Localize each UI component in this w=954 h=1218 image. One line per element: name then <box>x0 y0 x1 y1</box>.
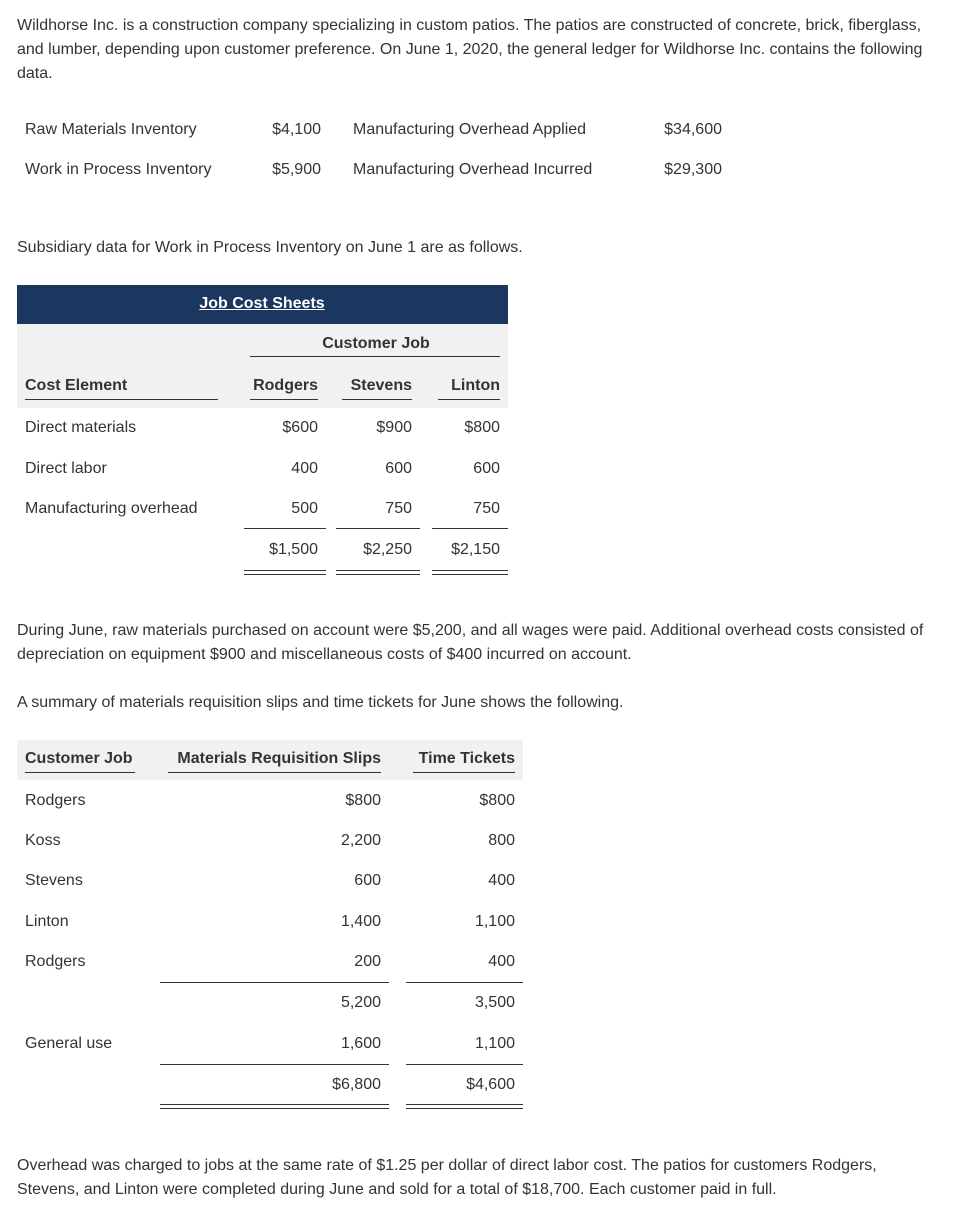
ledger-account: Manufacturing Overhead Incurred <box>353 161 593 178</box>
cell-value: 400 <box>488 872 515 890</box>
ledger-amount: $34,600 <box>664 121 722 138</box>
column-header: Time Tickets <box>418 750 515 767</box>
total-value: $1,500 <box>269 541 318 558</box>
ledger-amount: $29,300 <box>664 161 722 178</box>
cell-label: Direct labor <box>25 459 107 477</box>
summary-intro: A summary of materials requisition slips… <box>17 694 624 711</box>
cell-value: $800 <box>464 419 500 436</box>
cell-value: 400 <box>291 459 318 477</box>
total-value: $2,250 <box>363 541 412 558</box>
ledger-amount: $5,900 <box>272 161 321 178</box>
cell-value: 500 <box>291 500 318 517</box>
june-text: During June, raw materials purchased on … <box>17 622 924 663</box>
header-underline <box>168 772 381 773</box>
cell-label: Linton <box>25 912 69 930</box>
subtotal-rule <box>160 1064 389 1065</box>
header-underline <box>25 399 218 400</box>
header-underline <box>342 399 412 400</box>
subtotal-rule <box>336 528 420 529</box>
job-cost-header-bg <box>17 324 508 408</box>
subtotal-rule <box>406 1064 523 1065</box>
cell-value: 600 <box>473 459 500 477</box>
cell-value: 600 <box>385 459 412 477</box>
subtotal-value: 3,500 <box>474 994 515 1011</box>
summary-header-bg <box>17 740 523 780</box>
total-value: $6,800 <box>332 1076 381 1093</box>
group-header: Customer Job <box>322 335 430 352</box>
ledger-amount: $4,100 <box>272 121 321 138</box>
total-value: $4,600 <box>466 1076 515 1093</box>
intro-text: Wildhorse Inc. is a construction company… <box>17 17 923 82</box>
ledger-account: Manufacturing Overhead Applied <box>353 121 587 138</box>
cell-value: 1,100 <box>474 1035 515 1052</box>
header-underline <box>438 399 500 400</box>
ledger-account: Work in Process Inventory <box>25 161 212 178</box>
subsidiary-intro: Subsidiary data for Work in Process Inve… <box>17 239 523 256</box>
total-rule <box>336 570 420 575</box>
total-rule <box>406 1104 523 1109</box>
subtotal-rule <box>406 982 523 983</box>
cell-value: 600 <box>354 872 381 890</box>
cell-label: Stevens <box>25 872 83 890</box>
cell-value: 750 <box>385 500 412 517</box>
cell-label: Rodgers <box>25 952 86 970</box>
job-cost-header-bar <box>17 285 508 324</box>
cell-label: Koss <box>25 832 61 850</box>
total-value: $2,150 <box>451 541 500 558</box>
cell-value: $800 <box>479 792 515 809</box>
subtotal-value: 5,200 <box>340 994 381 1011</box>
column-header: Materials Requisition Slips <box>177 750 381 767</box>
column-header: Customer Job <box>25 750 133 767</box>
ledger-account: Raw Materials Inventory <box>25 121 197 138</box>
header-underline <box>25 772 135 773</box>
subtotal-rule <box>432 528 508 529</box>
cell-value: 400 <box>488 952 515 970</box>
column-header: Cost Element <box>25 377 128 394</box>
cell-value: 200 <box>354 952 381 970</box>
closing-text: Overhead was charged to jobs at the same… <box>17 1157 877 1198</box>
cell-value: $600 <box>282 419 318 436</box>
cell-value: 1,400 <box>340 912 381 930</box>
column-header: Rodgers <box>253 377 318 394</box>
group-underline <box>250 356 500 357</box>
cell-label: Direct materials <box>25 419 137 436</box>
table-title: Job Cost Sheets <box>199 295 325 312</box>
cell-label: General use <box>25 1035 113 1052</box>
cell-value: 1,100 <box>474 912 515 930</box>
cell-value: 2,200 <box>340 832 381 850</box>
header-underline <box>413 772 515 773</box>
cell-value: $900 <box>376 419 412 436</box>
cell-value: 800 <box>488 832 515 850</box>
subtotal-rule <box>160 982 389 983</box>
column-header: Stevens <box>350 377 412 394</box>
total-rule <box>432 570 508 575</box>
cell-value: 1,600 <box>340 1035 381 1052</box>
subtotal-rule <box>244 528 326 529</box>
cell-label: Rodgers <box>25 792 86 809</box>
total-rule <box>244 570 326 575</box>
column-header: Linton <box>451 377 500 394</box>
total-rule <box>160 1104 389 1109</box>
cell-label: Manufacturing overhead <box>25 500 198 517</box>
cell-value: 750 <box>473 500 500 517</box>
header-underline <box>250 399 318 400</box>
cell-value: $800 <box>345 792 381 809</box>
